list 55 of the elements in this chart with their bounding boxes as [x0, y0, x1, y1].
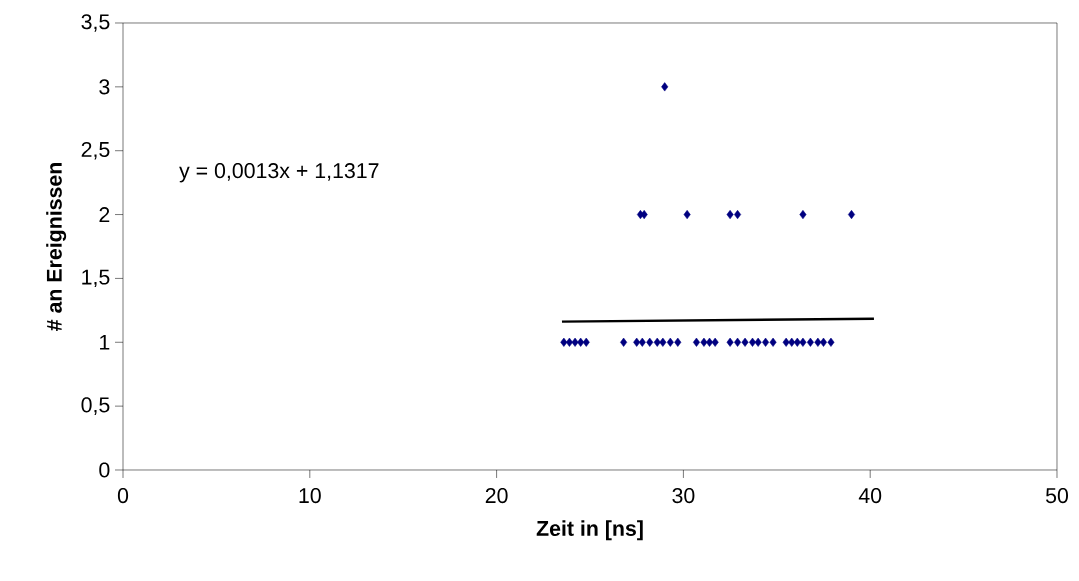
annotation: y = 0,0013x + 1,1317	[179, 163, 379, 183]
point	[769, 337, 777, 347]
point	[788, 337, 796, 347]
y-tick-label: 0,5	[81, 397, 110, 415]
y-tick-label: 1	[100, 334, 110, 350]
point	[700, 337, 708, 347]
y-tick-label: 3	[99, 79, 110, 95]
point	[814, 337, 822, 347]
x-tick-label: 0	[117, 488, 129, 504]
point	[646, 337, 654, 347]
point	[577, 337, 585, 347]
point	[706, 337, 714, 347]
point	[734, 337, 742, 347]
point	[741, 337, 749, 347]
point	[762, 337, 770, 347]
point	[726, 337, 734, 347]
point	[653, 337, 661, 347]
point	[754, 337, 762, 347]
x-tick-label: 10	[299, 488, 321, 504]
point	[638, 337, 646, 347]
y-tick-label: 2	[99, 207, 110, 223]
point	[827, 337, 835, 347]
point	[799, 210, 807, 220]
point	[711, 337, 719, 347]
point	[666, 337, 674, 347]
point	[674, 337, 682, 347]
x-tick-label: 20	[485, 488, 508, 504]
point	[726, 210, 734, 220]
y-tick-label: 1,5	[82, 269, 110, 288]
point	[683, 210, 691, 220]
x-tick-label: 50	[1045, 488, 1069, 504]
point	[633, 337, 641, 347]
point	[565, 337, 573, 347]
x-tick-label: 40	[858, 488, 882, 504]
point	[661, 82, 669, 92]
point	[620, 337, 628, 347]
point	[820, 337, 827, 347]
point	[848, 210, 855, 220]
y-axis-title: # an Ereignissen	[46, 163, 67, 331]
x-axis-title: Zeit in [ns]	[536, 520, 643, 541]
y-tick-label: 0	[99, 462, 110, 478]
point	[749, 337, 756, 347]
y-tick-label: 3,5	[81, 14, 110, 32]
point	[799, 337, 807, 347]
point	[782, 337, 790, 347]
point	[571, 337, 579, 347]
point	[693, 337, 700, 347]
y-tick-label: 2,5	[81, 141, 110, 160]
point	[582, 337, 590, 347]
point	[734, 210, 742, 220]
point	[806, 337, 814, 347]
point	[659, 337, 667, 347]
point	[560, 337, 568, 347]
point	[793, 337, 801, 347]
x-tick-label: 30	[672, 488, 695, 504]
